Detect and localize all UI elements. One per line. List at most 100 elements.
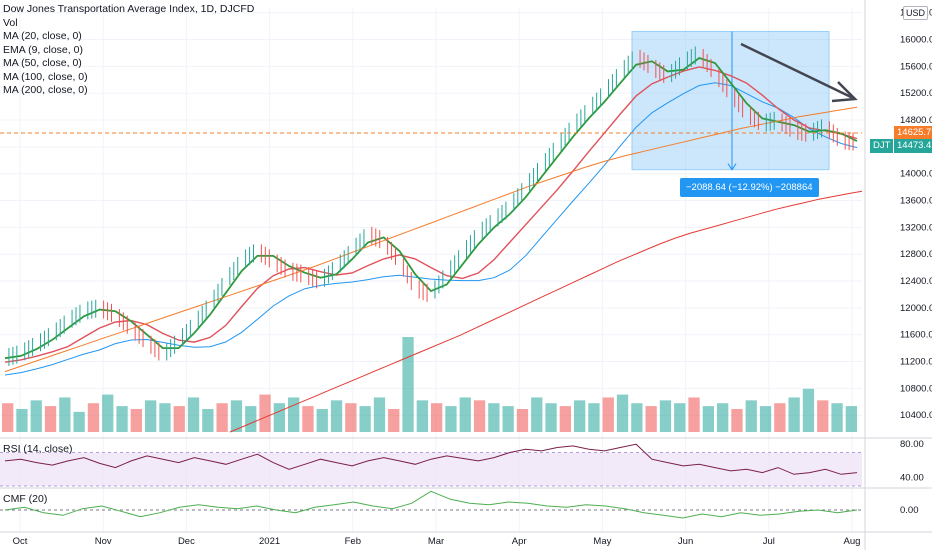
volume-bar: [688, 397, 700, 432]
y-tick-label: 12000.00: [900, 303, 932, 314]
y-tick-label: 11200.00: [900, 357, 932, 368]
volume-bar: [631, 403, 643, 432]
volume-bar: [802, 388, 815, 432]
volume-bar: [645, 406, 657, 432]
volume-bar: [302, 406, 314, 432]
cmf-tick-label: 0.00: [900, 505, 919, 516]
volume-bar: [602, 397, 614, 432]
volume-bar: [459, 397, 471, 432]
rsi-line: [4, 443, 858, 475]
ma20-line: [4, 66, 858, 363]
legend-title: Dow Jones Transportation Average Index, …: [3, 3, 255, 15]
x-tick-label: May: [593, 536, 611, 547]
volume-bar: [674, 403, 686, 432]
y-tick-label: 10400.00: [900, 410, 932, 421]
rsi-tick-label: 40.00: [900, 473, 924, 484]
volume-bar: [202, 408, 214, 432]
volume-bar: [330, 400, 343, 432]
volume-bar: [731, 408, 743, 432]
cmf-legend[interactable]: CMF (20): [3, 493, 48, 505]
ma-price-tag: 14625.79: [894, 126, 932, 140]
volume-bar: [759, 406, 772, 432]
volume-bar: [473, 400, 486, 432]
x-tick-label: Oct: [13, 536, 28, 547]
x-tick-label: 2021: [259, 536, 280, 547]
legend-ma50[interactable]: MA (50, close, 0): [3, 57, 82, 69]
volume-bar: [431, 403, 443, 432]
volume-bar: [259, 394, 271, 432]
rsi-legend[interactable]: RSI (14, close): [3, 443, 73, 455]
volume-bar: [845, 406, 857, 432]
volume-bar: [173, 406, 185, 432]
volume-bar: [44, 406, 57, 432]
volume-bar: [187, 397, 200, 432]
volume-bar: [588, 403, 600, 432]
ma50-line: [4, 82, 858, 376]
legend-ma200[interactable]: MA (200, close, 0): [3, 84, 88, 96]
price-bars: [8, 46, 854, 367]
y-tick-label: 16000.00: [900, 35, 932, 46]
volume-bar: [102, 394, 114, 432]
x-tick-label: Jun: [678, 536, 693, 547]
symbol-tag: DJT: [870, 139, 894, 153]
rsi-tick-label: 80.00: [900, 439, 924, 450]
volume-bar: [831, 403, 843, 432]
measure-box: [631, 30, 830, 171]
volume-bar: [359, 406, 371, 432]
volume-bar: [388, 408, 400, 432]
volume-bar: [788, 397, 800, 432]
volume-bar: [30, 400, 42, 432]
y-tick-label: 12400.00: [900, 276, 932, 287]
ma100-line: [4, 106, 858, 373]
volume-bar: [531, 397, 543, 432]
volume-bar: [717, 403, 729, 432]
volume-bar: [130, 408, 142, 432]
ema9-line: [4, 57, 858, 360]
volume-bar: [817, 400, 829, 432]
measure-selection[interactable]: [631, 30, 830, 171]
volume-bar: [87, 403, 100, 432]
y-tick-label: 13200.00: [900, 222, 932, 233]
measure-arrowhead: [727, 163, 737, 171]
volume-bar: [345, 403, 357, 432]
cmf-pane: [0, 490, 862, 519]
x-tick-label: Feb: [345, 536, 361, 547]
legend-ema9[interactable]: EMA (9, close, 0): [3, 43, 83, 56]
volume-bar: [774, 403, 786, 432]
volume-bar: [273, 403, 285, 432]
volume-bar: [116, 406, 128, 432]
ma200-line: [229, 190, 863, 433]
volume-bar: [416, 400, 428, 432]
volume-bar: [2, 403, 14, 432]
volume-bar: [659, 400, 672, 432]
y-tick-label: 13600.00: [900, 196, 932, 207]
moving-averages: [4, 57, 863, 433]
x-tick-label: Aug: [844, 536, 861, 547]
y-tick-label: 15200.00: [900, 88, 932, 99]
volume-bar: [616, 394, 629, 432]
legend-ma100[interactable]: MA (100, close, 0): [3, 70, 88, 83]
volume-bar: [288, 397, 300, 432]
volume-bar: [16, 408, 28, 432]
volume-bar: [245, 406, 257, 432]
trend-arrow-line: [740, 42, 854, 100]
volume-bar: [402, 337, 414, 432]
y-tick-label: 12800.00: [900, 249, 932, 260]
rsi-band: [0, 452, 862, 486]
volume-bar: [574, 400, 586, 432]
volume-bar: [502, 406, 514, 432]
volume-bar: [216, 403, 228, 432]
currency-button[interactable]: USD: [903, 6, 929, 20]
volume-bar: [559, 406, 571, 432]
volume-bar: [745, 400, 757, 432]
volume-bar: [445, 406, 457, 432]
volume-bar: [59, 397, 71, 432]
trend-arrow[interactable]: [740, 42, 858, 103]
y-tick-label: 11600.00: [900, 330, 932, 341]
volume-bar: [316, 408, 328, 432]
legend-ma20[interactable]: MA (20, close, 0): [3, 30, 82, 42]
volume-bar: [73, 411, 85, 432]
volume-bar: [702, 406, 714, 432]
last-price-tag: 14473.42: [894, 139, 932, 153]
